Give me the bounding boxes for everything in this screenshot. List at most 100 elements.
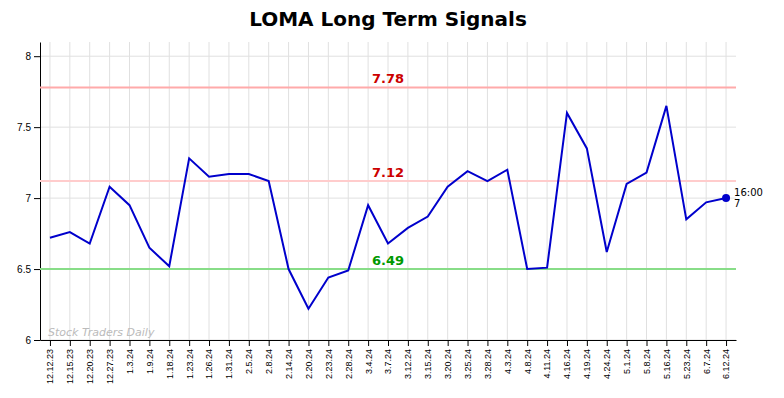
x-tick: 2.8.24: [264, 340, 274, 374]
x-tick: 1.18.24: [165, 340, 175, 379]
x-axis: 12.12.2312.15.2312.20.2312.27.231.3.241.…: [41, 340, 737, 384]
x-tick-label: 4.8.24: [523, 349, 533, 374]
x-tick: 4.3.24: [503, 340, 513, 374]
y-tick: 6: [25, 335, 40, 346]
y-tick: 7.5: [17, 122, 40, 133]
x-tick-label: 2.8.24: [264, 349, 274, 374]
x-tick-mark: [726, 340, 727, 346]
x-tick-label: 4.11.24: [542, 349, 552, 378]
x-tick-mark: [468, 340, 469, 346]
x-tick-mark: [289, 340, 290, 346]
x-tick-label: 4.3.24: [503, 349, 513, 374]
title: LOMA Long Term Signals: [249, 7, 527, 31]
marks: [40, 87, 736, 308]
x-tick: 4.19.24: [582, 340, 592, 379]
x-tick-mark: [308, 340, 309, 346]
x-tick-label: 4.19.24: [582, 349, 592, 379]
x-tick-label: 12.20.23: [85, 349, 95, 384]
x-tick: 2.5.24: [244, 340, 254, 374]
x-tick: 3.15.24: [423, 340, 433, 379]
reference-label: 7.12: [372, 165, 404, 180]
x-tick: 3.7.24: [383, 340, 393, 374]
x-tick: 6.7.24: [702, 340, 712, 374]
y-tick-mark: [34, 340, 40, 341]
x-tick: 4.24.24: [602, 340, 612, 379]
x-tick: 3.12.24: [403, 340, 413, 379]
x-tick-label: 6.12.24: [721, 349, 731, 379]
x-tick-mark: [50, 340, 51, 346]
x-tick: 3.28.24: [483, 340, 493, 379]
x-tick: 1.9.24: [145, 340, 155, 374]
x-tick-mark: [348, 340, 349, 346]
x-tick-label: 3.20.24: [443, 349, 453, 379]
x-tick-label: 3.25.24: [463, 349, 473, 379]
x-tick-mark: [527, 340, 528, 346]
grid: [40, 42, 736, 340]
x-tick: 3.25.24: [463, 340, 473, 379]
x-tick-label: 2.20.24: [304, 349, 314, 379]
last-point: [722, 194, 730, 202]
x-tick: 5.23.24: [682, 340, 692, 379]
x-tick-mark: [706, 340, 707, 346]
x-tick-mark: [388, 340, 389, 346]
x-tick-label: 1.23.24: [185, 349, 195, 379]
x-tick-mark: [249, 340, 250, 346]
x-tick-label: 2.23.24: [324, 349, 334, 379]
x-tick: 12.15.23: [65, 340, 75, 384]
x-tick-mark: [448, 340, 449, 346]
y-axis: 6 6.5 7 7.5 8: [17, 43, 40, 346]
x-tick-label: 3.4.24: [363, 349, 373, 374]
x-tick: 2.28.24: [344, 340, 354, 379]
x-tick-label: 1.18.24: [165, 349, 175, 379]
x-tick-label: 2.5.24: [244, 349, 254, 374]
plot: 12.12.2312.15.2312.20.2312.27.231.3.241.…: [17, 42, 763, 384]
x-tick-mark: [209, 340, 210, 346]
x-tick-mark: [686, 340, 687, 346]
x-tick-mark: [408, 340, 409, 346]
x-tick: 4.16.24: [562, 340, 572, 379]
x-tick-label: 3.15.24: [423, 349, 433, 379]
x-tick-mark: [647, 340, 648, 346]
y-tick-label: 7.5: [17, 122, 31, 133]
y-tick: 6.5: [17, 264, 40, 275]
x-tick-label: 5.23.24: [682, 349, 692, 379]
x-tick: 3.4.24: [363, 340, 373, 374]
y-tick: 7: [25, 193, 40, 204]
x-tick-label: 4.24.24: [602, 349, 612, 379]
x-tick-label: 3.12.24: [403, 349, 413, 379]
x-tick-mark: [269, 340, 270, 346]
watermark: Stock Traders Daily: [48, 326, 155, 339]
y-tick: 8: [25, 51, 40, 62]
reference-label: 7.78: [372, 71, 404, 86]
end-label: 16:007: [734, 187, 763, 209]
y-tick-mark: [34, 269, 40, 270]
x-tick-mark: [110, 340, 111, 346]
x-tick: 1.23.24: [185, 340, 195, 379]
x-tick-label: 6.7.24: [702, 349, 712, 374]
x-tick-mark: [229, 340, 230, 346]
x-tick-label: 1.9.24: [145, 349, 155, 374]
x-tick: 5.1.24: [622, 340, 632, 374]
y-tick-label: 6: [25, 335, 31, 346]
x-tick: 2.20.24: [304, 340, 314, 379]
x-tick: 4.11.24: [542, 340, 552, 378]
x-tick-mark: [189, 340, 190, 346]
x-tick-label: 5.8.24: [642, 349, 652, 374]
x-tick-label: 1.26.24: [204, 349, 214, 379]
x-tick-mark: [607, 340, 608, 346]
reference-label: 6.49: [372, 253, 404, 268]
x-tick-mark: [328, 340, 329, 346]
x-tick: 5.8.24: [642, 340, 652, 374]
x-tick: 2.23.24: [324, 340, 334, 379]
x-tick-mark: [487, 340, 488, 346]
x-tick-mark: [587, 340, 588, 346]
x-tick: 2.14.24: [284, 340, 294, 379]
x-tick: 12.27.23: [105, 340, 115, 384]
x-tick-mark: [70, 340, 71, 346]
y-tick-mark: [34, 127, 40, 128]
x-tick-label: 1.3.24: [125, 349, 135, 374]
y-tick-label: 8: [25, 51, 31, 62]
x-tick: 1.26.24: [204, 340, 214, 379]
x-tick-label: 2.14.24: [284, 349, 294, 379]
x-tick: 6.12.24: [721, 340, 731, 379]
